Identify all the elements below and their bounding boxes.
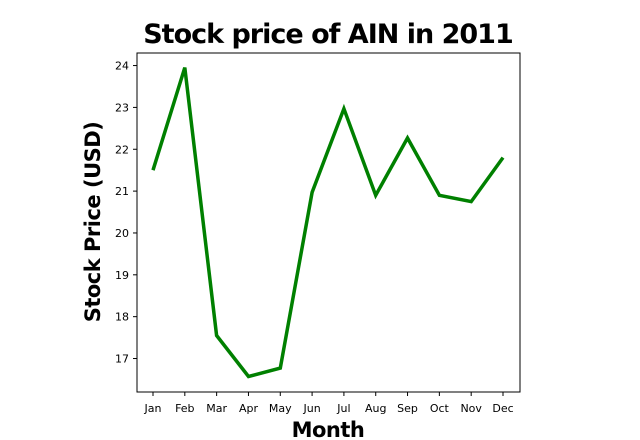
series-line xyxy=(151,67,505,379)
y-tick-label: 23 xyxy=(115,101,129,114)
y-axis-label: Stock Price (USD) xyxy=(81,122,105,323)
x-tick-label: Jan xyxy=(144,402,162,415)
x-axis: Jan Feb Mar Apr May Jun Jul Aug Sep Oct Nov Dec xyxy=(144,392,514,415)
x-tick-label: Mar xyxy=(206,402,227,415)
x-tick-label: Nov xyxy=(460,402,482,415)
y-tick-label: 17 xyxy=(115,353,129,366)
x-tick-label: Oct xyxy=(430,402,450,415)
x-tick-label: Apr xyxy=(239,402,259,415)
y-axis: 17 18 19 20 21 22 23 24 xyxy=(115,60,137,366)
y-tick-label: 22 xyxy=(115,143,129,156)
y-tick-label: 20 xyxy=(115,227,129,240)
plot-area xyxy=(136,52,521,393)
x-tick-label: Aug xyxy=(365,402,386,415)
y-tick-label: 24 xyxy=(115,60,129,73)
y-tick-label: 19 xyxy=(115,269,129,282)
y-tick-label: 18 xyxy=(115,311,129,324)
x-tick-label: Jul xyxy=(336,402,350,415)
x-tick-label: Sep xyxy=(397,402,418,415)
series-layer xyxy=(151,67,505,379)
x-tick-label: Dec xyxy=(492,402,513,415)
y-tick-label: 21 xyxy=(115,185,129,198)
x-tick-label: Feb xyxy=(175,402,194,415)
chart-title: Stock price of AIN in 2011 xyxy=(143,19,513,50)
x-tick-label: Jun xyxy=(302,402,320,415)
x-axis-label: Month xyxy=(292,418,365,440)
x-tick-label: May xyxy=(269,402,292,415)
